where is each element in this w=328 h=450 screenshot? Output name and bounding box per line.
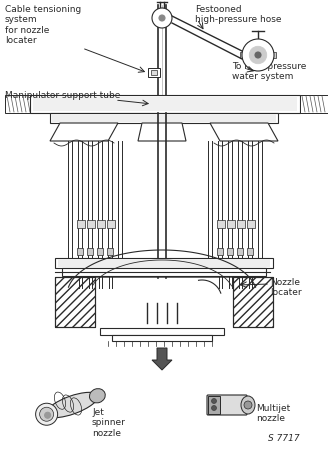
Bar — [237, 248, 243, 255]
FancyArrow shape — [152, 348, 172, 370]
Bar — [55, 277, 95, 327]
Bar — [107, 220, 115, 228]
Bar — [52, 114, 276, 122]
Bar — [30, 95, 300, 113]
Bar — [87, 220, 95, 228]
Polygon shape — [50, 123, 118, 141]
Circle shape — [212, 405, 216, 410]
Text: Manipulator support tube: Manipulator support tube — [5, 91, 120, 100]
Bar — [233, 277, 273, 327]
Bar — [100, 328, 224, 335]
Circle shape — [45, 412, 51, 418]
Ellipse shape — [241, 396, 255, 414]
Bar — [58, 259, 270, 267]
Circle shape — [242, 39, 274, 71]
Bar — [217, 248, 223, 255]
Text: Multijet
nozzle: Multijet nozzle — [256, 404, 290, 423]
Polygon shape — [210, 123, 278, 141]
Text: Nozzle
locater: Nozzle locater — [270, 278, 302, 297]
Text: Cable tensioning
system
for nozzle
locater: Cable tensioning system for nozzle locat… — [5, 5, 81, 45]
Bar — [87, 248, 93, 255]
Circle shape — [249, 46, 267, 64]
Text: To high-pressure
water system: To high-pressure water system — [232, 62, 306, 81]
Circle shape — [36, 403, 58, 425]
Circle shape — [212, 399, 216, 404]
Bar — [5, 95, 30, 113]
Circle shape — [152, 8, 172, 28]
Circle shape — [255, 52, 261, 58]
Bar — [55, 277, 95, 327]
Bar — [50, 113, 278, 123]
Bar — [62, 268, 266, 276]
Bar — [227, 248, 233, 255]
Bar — [97, 248, 103, 255]
FancyBboxPatch shape — [207, 395, 247, 415]
Ellipse shape — [46, 392, 98, 418]
Text: S 7717: S 7717 — [268, 434, 299, 443]
Bar — [217, 220, 225, 228]
Circle shape — [40, 407, 54, 421]
Bar — [112, 335, 212, 341]
Bar — [107, 248, 113, 255]
Bar — [97, 220, 105, 228]
Bar — [55, 258, 273, 268]
Bar — [77, 248, 83, 255]
Bar — [208, 396, 220, 414]
Bar — [300, 95, 328, 113]
Bar — [227, 220, 235, 228]
Bar — [237, 220, 245, 228]
Bar — [151, 70, 157, 75]
Bar — [233, 277, 273, 327]
Bar — [33, 97, 297, 111]
Bar — [247, 248, 253, 255]
Bar — [247, 220, 255, 228]
Bar — [77, 220, 85, 228]
Polygon shape — [138, 123, 186, 141]
Circle shape — [244, 401, 252, 409]
Circle shape — [159, 15, 165, 21]
Text: Jet
spinner
nozzle: Jet spinner nozzle — [92, 408, 126, 438]
Bar — [148, 68, 160, 77]
Text: Festooned
high-pressure hose: Festooned high-pressure hose — [195, 5, 281, 24]
Ellipse shape — [90, 389, 105, 403]
Bar — [240, 52, 276, 58]
